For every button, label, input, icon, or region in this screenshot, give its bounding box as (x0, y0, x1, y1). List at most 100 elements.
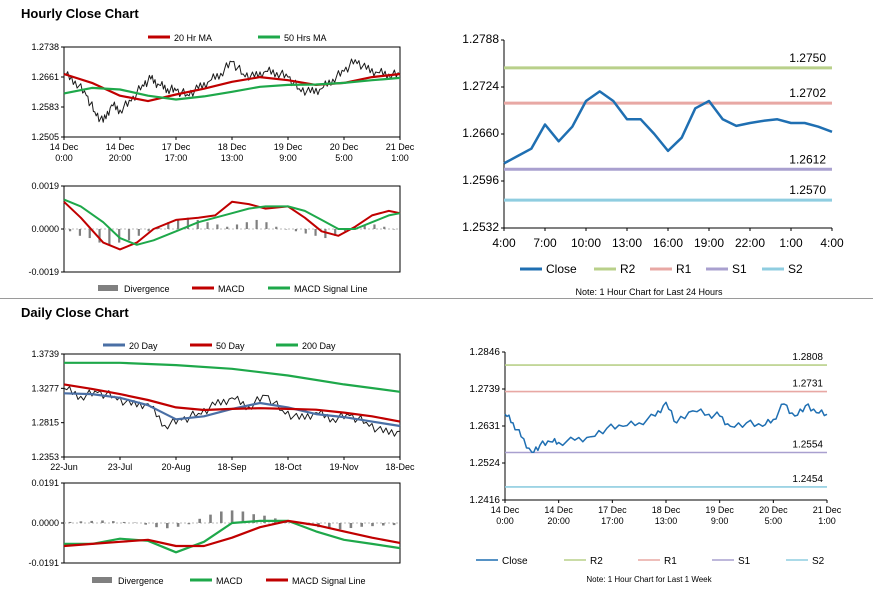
hourly-divergence-bar (343, 229, 347, 232)
hourly-divergence-bar (167, 222, 170, 229)
daily-levels-x-tick-label: 0:00 (496, 516, 514, 526)
hourly-levels-note: Note: 1 Hour Chart for Last 24 Hours (575, 287, 723, 297)
daily-divergence-bar (209, 514, 212, 523)
daily-macd-legend-macd-label: MACD (216, 576, 243, 586)
hourly-divergence-bar (373, 224, 376, 229)
daily-divergence-bar (338, 523, 342, 530)
daily-legend-50day-label: 50 Day (216, 341, 245, 351)
hourly-levels-x-tick-label: 4:00 (492, 236, 516, 250)
hourly-price-x-tick-label: 20 Dec (330, 142, 359, 152)
daily-levels-y-tick-label: 1.2631 (469, 421, 500, 432)
hourly-divergence-bar (245, 222, 248, 229)
daily-levels-y-tick-label: 1.2739 (469, 384, 500, 395)
hourly-levels-y-tick-label: 1.2596 (462, 173, 499, 187)
hourly-price-x-tick-label: 14 Dec (50, 142, 79, 152)
hourly-price-x-tick-label: 20:00 (109, 153, 132, 163)
daily-macd-line (64, 519, 401, 554)
hourly-price-y-tick-label: 1.2661 (31, 72, 59, 82)
hourly-divergence-bar (285, 229, 288, 230)
daily-divergence-bar (155, 523, 158, 528)
hourly-divergence-bar (147, 229, 150, 232)
hourly-price-x-tick-label: 19 Dec (274, 142, 303, 152)
daily-legend-20day-label: 20 Day (129, 341, 158, 351)
hourly-levels-y-tick-label: 1.2788 (462, 32, 499, 46)
hourly-macd-y-tick-label: 0.0000 (31, 224, 59, 234)
hourly-divergence-bar (334, 229, 337, 236)
hourly-divergence-bar (118, 229, 121, 243)
hourly-macd-signal-line (63, 198, 401, 246)
hourly-close-line (63, 58, 401, 123)
daily-divergence-bar (101, 520, 104, 523)
hourly-divergence-bar (186, 217, 190, 229)
daily-price-y-tick-label: 1.2353 (31, 452, 59, 462)
daily-divergence-bar (90, 520, 93, 523)
hourly-level-r1-label: 1.2702 (789, 86, 826, 100)
daily-divergence-bar (263, 515, 266, 523)
daily-levels-x-tick-label: 14 Dec (491, 505, 520, 515)
daily-macd-y-tick-label: 0.0191 (31, 478, 59, 488)
hourly-price-x-tick-label: 14 Dec (106, 142, 135, 152)
hourly-levels-x-tick-label: 19:00 (694, 236, 724, 250)
daily-price-x-tick-label: 18-Sep (217, 462, 246, 472)
daily-macd-legend-divergence-swatch (92, 577, 112, 583)
daily-divergence-bar (328, 523, 331, 529)
daily-divergence-bar (360, 523, 363, 527)
hourly-divergence-bar (69, 229, 72, 232)
hourly-legend-50hr-label: 50 Hrs MA (284, 33, 327, 43)
daily-price-y-tick-label: 1.3739 (31, 349, 59, 359)
hourly-levels-x-tick-label: 1:00 (779, 236, 803, 250)
daily-divergence-bar (392, 523, 396, 526)
daily-levels-legend-s1-label: S1 (738, 556, 751, 567)
daily-levels-x-tick-label: 5:00 (765, 516, 783, 526)
hourly-divergence-bar (226, 226, 229, 229)
hourly-macd-legend-macd-label: MACD (218, 284, 245, 294)
daily-macd-legend-divergence-label: Divergence (118, 576, 164, 586)
daily-divergence-bar (68, 521, 72, 523)
hourly-level-r2-label: 1.2750 (789, 51, 826, 65)
hourly-divergence-bar (88, 229, 91, 239)
hourly-divergence-bar (78, 229, 82, 236)
daily-levels-legend-r1-label: R1 (664, 556, 677, 567)
daily-200day-line (64, 361, 401, 393)
daily-levels-x-tick-label: 1:00 (818, 516, 836, 526)
daily-divergence-bar (176, 523, 180, 527)
daily-section-title: Daily Close Chart (21, 305, 129, 320)
hourly-price-y-tick-label: 1.2583 (31, 102, 59, 112)
daily-divergence-bar (166, 523, 169, 529)
daily-price-x-tick-label: 19-Nov (329, 462, 359, 472)
daily-levels-legend-close-label: Close (502, 556, 528, 567)
hourly-levels-y-tick-label: 1.2660 (462, 126, 499, 140)
daily-price-y-tick-label: 1.3277 (31, 383, 59, 393)
daily-divergence-bar (187, 523, 191, 525)
daily-levels-legend-s2-label: S2 (812, 556, 825, 567)
hourly-macd-y-tick-label: -0.0019 (28, 267, 59, 277)
hourly-levels-x-tick-label: 7:00 (533, 236, 557, 250)
hourly-levels-close-line (503, 90, 833, 165)
daily-divergence-bar (144, 523, 147, 525)
daily-divergence-bar (230, 510, 234, 523)
hourly-price-x-tick-label: 9:00 (279, 153, 297, 163)
hourly-macd-legend-divergence-swatch (98, 285, 118, 291)
hourly-price-x-tick-label: 21 Dec (386, 142, 415, 152)
daily-divergence-bar (252, 514, 255, 523)
daily-levels-y-tick-label: 1.2416 (469, 495, 500, 506)
hourly-levels-legend-r1-label: R1 (676, 262, 692, 276)
daily-levels-x-tick-label: 9:00 (711, 516, 729, 526)
daily-price-x-tick-label: 23-Jul (108, 462, 133, 472)
hourly-levels-y-tick-label: 1.2532 (462, 220, 499, 234)
hourly-levels-legend-s2-label: S2 (788, 262, 803, 276)
hourly-divergence-bar (216, 224, 219, 229)
hourly-divergence-bar (265, 222, 268, 229)
hourly-macd-legend-divergence-label: Divergence (124, 284, 170, 294)
hourly-price-x-tick-label: 17 Dec (162, 142, 191, 152)
hourly-level-s1-label: 1.2612 (789, 152, 826, 166)
daily-price-x-tick-label: 18-Oct (274, 462, 302, 472)
daily-macd-legend-signal-label: MACD Signal Line (292, 576, 366, 586)
hourly-divergence-bar (255, 219, 258, 229)
daily-levels-x-tick-label: 21 Dec (813, 505, 842, 515)
daily-price-x-tick-label: 20-Aug (161, 462, 190, 472)
